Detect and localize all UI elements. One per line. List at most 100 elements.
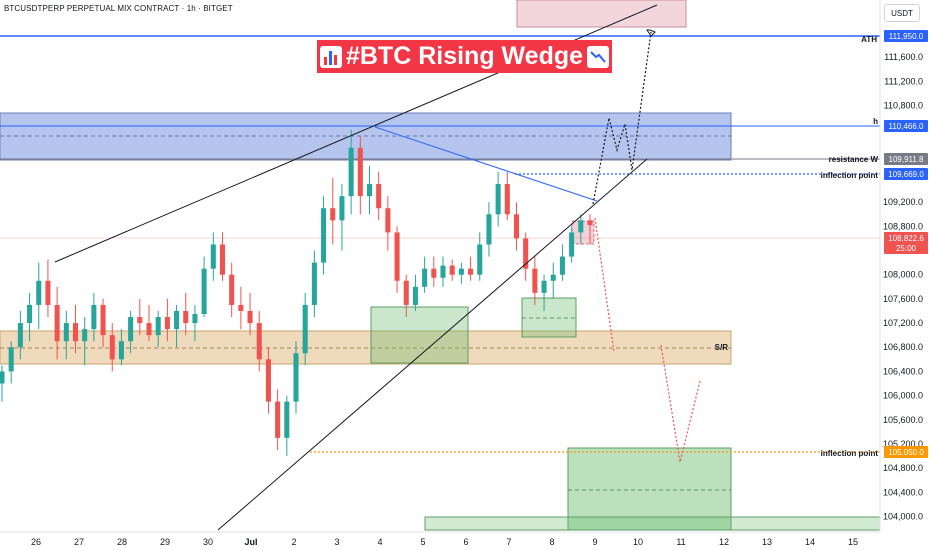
candles-layer [0, 129, 593, 457]
candle [109, 323, 115, 372]
inflection-upper-badge-text: 109,669.0 [888, 170, 924, 179]
x-tick-label: 12 [719, 537, 729, 547]
candle [72, 304, 79, 354]
bar-chart-icon [319, 45, 342, 68]
symbol-header: BTCUSDTPERP PERPETUAL MIX CONTRACT · 1h … [4, 4, 233, 13]
candle [366, 165, 373, 215]
supply-zone-blue [0, 112, 732, 161]
y-tick-label: 107,600.0 [883, 294, 923, 304]
chart-title-text: #BTC Rising Wedge [345, 42, 584, 70]
candle [63, 310, 69, 360]
x-tick-label: 5 [420, 537, 425, 547]
y-tick-label: 111,200.0 [884, 76, 923, 86]
inflection-lower-badge [884, 446, 928, 458]
candle [569, 226, 575, 263]
target-zone-pink [516, 0, 687, 28]
x-tick-label: Jul [244, 537, 257, 547]
candle [330, 178, 336, 245]
inflection-upper-label: inflection point [821, 171, 879, 180]
candle [146, 304, 152, 342]
x-tick-label: 29 [160, 537, 170, 547]
x-tick-label: 13 [762, 537, 772, 547]
inflection-lower-badge-text: 105,050.0 [888, 448, 924, 457]
chart-title-banner: #BTC Rising Wedge [317, 40, 612, 73]
background-layer [0, 0, 881, 531]
x-tick-label: 10 [633, 537, 643, 547]
candle [477, 232, 483, 281]
chart-decreasing-icon [587, 45, 610, 68]
wedge-lower-trendline [217, 158, 648, 531]
resistance-w-badge [884, 153, 928, 165]
ath-badge [884, 30, 928, 42]
inflection-lower-label: inflection point [821, 449, 879, 458]
x-tick-label: 3 [334, 537, 339, 547]
candle [495, 171, 501, 227]
candle [385, 196, 391, 251]
candle [256, 310, 262, 372]
candle [36, 262, 42, 330]
y-tick-label: 110,800.0 [884, 101, 923, 111]
candle [513, 202, 520, 251]
candle [376, 171, 382, 221]
x-tick-label: 9 [592, 537, 597, 547]
ath-badge-text: 111,950.0 [889, 32, 924, 41]
candle [118, 329, 124, 366]
x-tick-label: 15 [848, 537, 858, 547]
candle [284, 395, 290, 457]
y-tick-label: 104,800.0 [883, 463, 923, 473]
candle [302, 292, 308, 366]
sr-zone-orange [0, 330, 732, 365]
candle [449, 259, 455, 281]
candle [210, 232, 216, 281]
x-tick-label: 4 [377, 537, 382, 547]
candle [247, 292, 253, 336]
candle [219, 232, 226, 281]
resistance-w-label: resistance W [829, 155, 879, 164]
candle [128, 310, 134, 354]
x-tick-label: 30 [203, 537, 213, 547]
x-tick-label: 7 [506, 537, 511, 547]
candle [192, 304, 198, 342]
y-tick-label: 104,000.0 [883, 511, 923, 521]
candle [578, 214, 584, 245]
demand-box-2 [521, 297, 577, 338]
candle [468, 256, 474, 281]
candle [394, 226, 400, 293]
x-tick-label: 6 [463, 537, 468, 547]
candle [321, 196, 327, 275]
candle [541, 274, 547, 311]
bullish-projection-path [592, 31, 652, 205]
demand-box-1 [370, 306, 469, 364]
candle [504, 171, 510, 221]
x-tick-label: 14 [805, 537, 815, 547]
y-tick-label: 105,600.0 [883, 415, 923, 425]
descending-trendline [374, 126, 598, 202]
bullish-projection-arrow [646, 29, 656, 37]
bearish-projection-path-1 [594, 217, 615, 353]
candle [339, 184, 345, 251]
candle [275, 389, 281, 450]
candle [265, 347, 271, 414]
candle [440, 256, 446, 287]
y-tick-label: 108,000.0 [883, 270, 923, 280]
candle [54, 286, 60, 360]
high-badge-text: 110,466.0 [889, 122, 925, 131]
candle [523, 232, 529, 281]
current-price-badge-sub: 25:00 [896, 244, 917, 253]
candle [403, 274, 409, 318]
x-tick-label: 8 [549, 537, 554, 547]
candle [293, 341, 299, 414]
candle [357, 135, 363, 215]
x-tick-label: 28 [117, 537, 127, 547]
current-price-badge-text: 108,822.6 [888, 234, 924, 243]
x-tick-label: 27 [74, 537, 84, 547]
high-badge [884, 120, 928, 132]
y-tick-label: 105,200.0 [883, 439, 923, 449]
currency-unit-button[interactable]: USDT [884, 4, 920, 22]
candle [45, 259, 51, 318]
candle [164, 298, 170, 342]
y-tick-label: 111,600.0 [884, 52, 923, 62]
candle [412, 274, 418, 311]
candle [587, 214, 593, 245]
